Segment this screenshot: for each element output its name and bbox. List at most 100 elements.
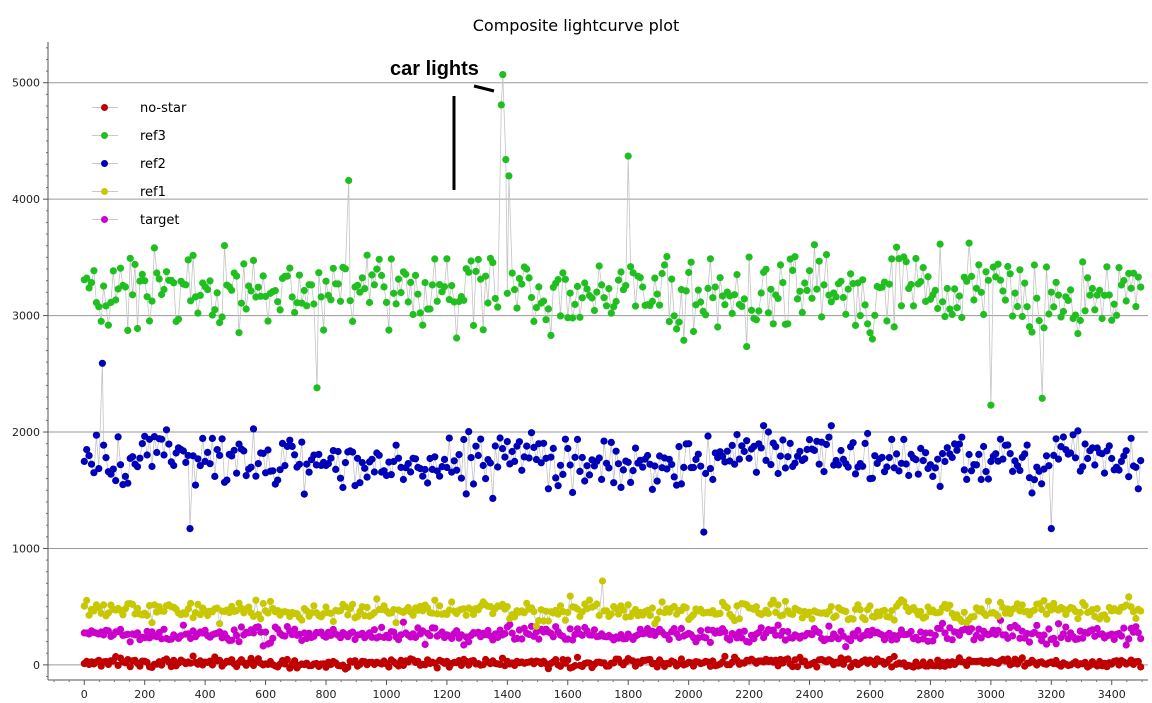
- data-point: [842, 310, 850, 318]
- series-ref1: [80, 577, 1145, 630]
- data-point: [370, 281, 378, 289]
- data-point: [612, 447, 620, 455]
- data-point: [723, 604, 731, 612]
- data-point: [182, 281, 190, 289]
- data-point: [595, 611, 603, 620]
- data-point: [433, 297, 441, 305]
- data-point: [764, 609, 773, 618]
- data-point: [549, 633, 557, 641]
- data-point: [745, 253, 753, 261]
- data-point: [472, 267, 480, 275]
- data-point: [457, 661, 465, 670]
- legend-label: ref3: [140, 128, 166, 144]
- data-point: [697, 627, 705, 635]
- data-point: [370, 626, 378, 634]
- data-point: [639, 463, 647, 471]
- data-point: [530, 608, 538, 616]
- data-point: [264, 446, 272, 454]
- data-point: [762, 456, 770, 464]
- data-point: [440, 283, 449, 291]
- data-point: [914, 470, 922, 478]
- data-point: [496, 434, 504, 442]
- data-point: [912, 254, 920, 263]
- data-point: [796, 447, 804, 455]
- data-point: [257, 615, 265, 623]
- data-point: [114, 433, 122, 441]
- data-point: [1132, 303, 1140, 311]
- data-point: [540, 439, 548, 447]
- data-point: [1076, 608, 1084, 617]
- data-point: [179, 447, 187, 455]
- data-point: [614, 460, 623, 468]
- data-point: [984, 475, 993, 483]
- data-point: [133, 463, 142, 471]
- data-point: [733, 431, 741, 439]
- data-point: [815, 629, 823, 637]
- data-point: [479, 461, 487, 470]
- data-point: [706, 255, 715, 263]
- data-point: [733, 271, 741, 279]
- x-tick-label: 1400: [493, 688, 521, 701]
- data-point: [607, 610, 615, 618]
- data-point: [702, 469, 710, 478]
- data-point: [810, 446, 819, 454]
- data-point: [100, 282, 108, 290]
- data-point: [827, 603, 835, 611]
- y-tick-label: 0: [33, 659, 40, 672]
- data-point: [494, 463, 502, 471]
- data-point: [757, 624, 765, 632]
- data-point: [469, 610, 478, 619]
- data-point: [1040, 631, 1048, 639]
- data-point: [1134, 273, 1142, 281]
- data-point: [578, 631, 586, 639]
- data-point: [83, 596, 91, 605]
- data-point: [491, 442, 499, 450]
- data-point: [380, 283, 388, 291]
- data-point: [291, 625, 299, 633]
- data-point: [723, 447, 731, 455]
- data-point: [349, 448, 357, 456]
- data-point: [958, 313, 966, 322]
- data-point: [510, 613, 519, 621]
- data-point: [779, 611, 787, 619]
- data-point: [834, 461, 843, 469]
- data-point: [216, 319, 224, 327]
- data-point: [963, 661, 971, 670]
- data-point: [544, 305, 553, 313]
- data-point: [900, 597, 908, 606]
- data-point: [847, 270, 855, 278]
- data-point: [767, 285, 775, 293]
- data-point: [960, 466, 968, 474]
- data-point: [796, 287, 804, 295]
- data-point: [510, 286, 519, 294]
- data-point: [162, 426, 171, 434]
- data-point: [984, 276, 993, 284]
- data-point: [448, 598, 456, 606]
- data-point: [576, 467, 584, 475]
- data-point: [861, 439, 869, 447]
- data-point: [1018, 601, 1026, 609]
- data-point: [1018, 312, 1026, 321]
- data-point: [815, 257, 823, 265]
- data-point: [327, 454, 335, 462]
- data-point: [421, 640, 429, 649]
- data-point: [453, 627, 461, 635]
- data-point: [931, 286, 939, 294]
- data-point: [1132, 614, 1140, 623]
- data-point: [334, 447, 342, 456]
- data-point: [668, 460, 676, 468]
- data-point: [801, 455, 809, 463]
- data-point: [129, 291, 137, 299]
- data-point: [556, 461, 565, 469]
- data-point: [194, 455, 202, 463]
- series-ref2: [80, 359, 1145, 536]
- data-point: [322, 277, 330, 285]
- data-point: [1021, 450, 1029, 458]
- data-point: [1038, 480, 1046, 488]
- data-point: [450, 457, 458, 465]
- data-point: [851, 321, 860, 329]
- data-point: [743, 437, 751, 445]
- legend-item-target: target: [92, 206, 186, 234]
- data-point: [779, 279, 787, 287]
- data-point: [716, 274, 724, 282]
